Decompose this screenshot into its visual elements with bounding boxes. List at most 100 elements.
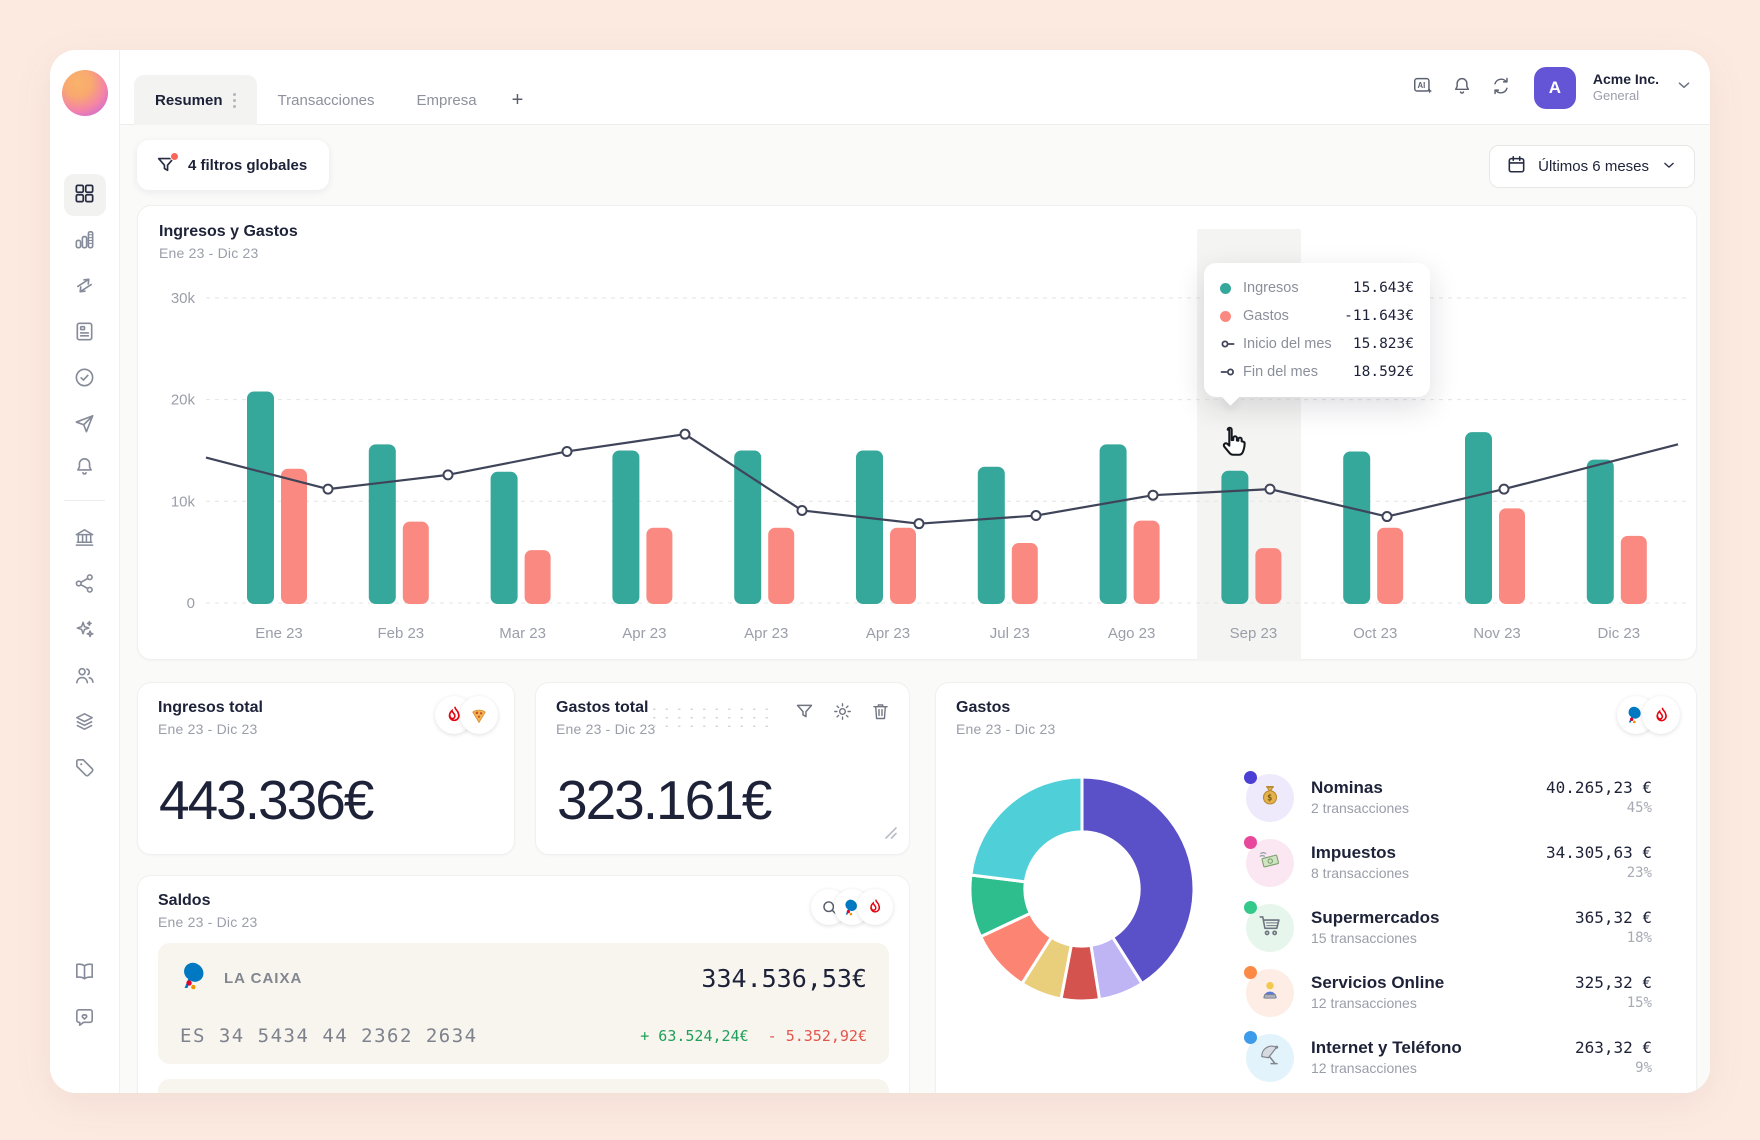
category-count: 15 transacciones [1311, 930, 1417, 947]
santander-logo-badge [857, 889, 893, 925]
ingresos-total-value: 443.336€ [159, 769, 374, 831]
sidebar-item-dashboard[interactable] [63, 174, 106, 216]
tab-empresa[interactable]: Empresa [396, 75, 498, 125]
category-icon-circle: $ [1244, 770, 1294, 822]
inflow-amount: + 63.524,24€ [640, 1027, 749, 1045]
gastos-donut-chart[interactable] [964, 771, 1200, 1007]
tab-resumen[interactable]: Resumen [134, 75, 257, 125]
workspace-avatar[interactable]: A [1533, 66, 1576, 109]
category-name: Servicios Online [1311, 973, 1445, 993]
svg-text:Ago 23: Ago 23 [1108, 625, 1156, 642]
refresh-icon [1490, 75, 1512, 100]
category-count: 8 transacciones [1311, 865, 1410, 882]
bank-badges [1617, 696, 1680, 734]
global-filters-button[interactable]: 4 filtros globales [137, 140, 330, 190]
gastos-breakdown-card: Gastos Ene 23 - Dic 23 $ No [935, 682, 1697, 1093]
svg-text:Oct 23: Oct 23 [1353, 625, 1397, 642]
share-network-icon [73, 572, 96, 598]
sidebar [50, 50, 120, 1093]
legend-row-servicios[interactable]: Servicios Online 12 transacciones 325,32… [1244, 965, 1652, 1017]
gastos-legend: $ Nominas 2 transacciones 40.265,23 € 45… [1244, 770, 1652, 1093]
ingresos-dot-icon [1220, 282, 1238, 294]
chart-subtitle: Ene 23 - Dic 23 [159, 245, 259, 261]
sidebar-item-analytics[interactable] [64, 220, 106, 262]
category-name: Nominas [1311, 778, 1383, 798]
legend-row-impuestos[interactable]: Impuestos 8 transacciones 34.305,63 € 23… [1244, 835, 1652, 887]
ingresos-gastos-chart[interactable]: 0 10k 20k 30k Ene 23 Feb 23 Mar 23 Apr 23 Apr 23… [138, 206, 1698, 661]
svg-text:30k: 30k [171, 290, 196, 307]
date-range-button[interactable]: Últimos 6 meses [1489, 145, 1695, 188]
bell-icon [73, 455, 96, 481]
category-amount: 34.305,63 € [1546, 842, 1652, 862]
top-header: Resumen Transacciones Empresa + AI [120, 50, 1710, 125]
inicio-mes-icon [1220, 336, 1238, 352]
card-title: Ingresos total [158, 699, 263, 716]
bank-icon [73, 526, 96, 552]
calendar-icon [1506, 154, 1527, 179]
check-circle-icon [73, 366, 96, 392]
trash-icon[interactable] [870, 701, 891, 727]
card-subtitle: Ene 23 - Dic 23 [556, 721, 656, 737]
sidebar-item-invoices[interactable] [64, 312, 106, 354]
legend-row-nominas[interactable]: $ Nominas 2 transacciones 40.265,23 € 45… [1244, 770, 1652, 822]
sidebar-item-send[interactable] [64, 404, 106, 446]
gear-icon[interactable] [832, 701, 853, 727]
chart-title: Ingresos y Gastos [159, 223, 298, 240]
workspace-name: Acme Inc. [1592, 70, 1659, 87]
workspace-info[interactable]: Acme Inc. General [1593, 71, 1659, 105]
sidebar-item-layers[interactable] [64, 702, 106, 744]
sparkles-icon [73, 618, 96, 644]
sidebar-item-tags[interactable] [64, 748, 106, 790]
category-percent: 18% [1626, 929, 1652, 946]
category-percent: 23% [1626, 864, 1652, 881]
card-title: Gastos total [556, 699, 649, 716]
book-icon [73, 960, 96, 986]
sidebar-item-docs[interactable] [64, 952, 106, 994]
paper-plane-icon [73, 412, 96, 438]
category-icon-circle [1244, 1030, 1294, 1082]
card-subtitle: Ene 23 - Dic 23 [956, 721, 1056, 737]
category-count: 12 transacciones [1311, 995, 1417, 1012]
category-icon-circle [1244, 965, 1294, 1017]
tab-options-icon[interactable] [232, 92, 236, 108]
sidebar-item-notifications[interactable] [64, 447, 106, 489]
svg-text:Apr 23: Apr 23 [866, 625, 910, 642]
flying-money-icon [1257, 847, 1283, 878]
resize-handle-icon[interactable] [884, 826, 897, 844]
sidebar-item-users[interactable] [64, 656, 106, 698]
sidebar-item-ai[interactable] [64, 610, 106, 652]
add-tab-button[interactable]: + [511, 88, 524, 111]
legend-row-supermercados[interactable]: Supermercados 15 transacciones 365,32 € … [1244, 900, 1652, 952]
invoice-icon [73, 320, 96, 346]
chevron-down-icon[interactable] [1674, 75, 1694, 100]
santander-logo-badge [1642, 696, 1680, 734]
account-row[interactable]: LA CAIXA 334.536,53€ ES 34 5434 44 2362 … [158, 943, 889, 1064]
category-dot [1244, 900, 1257, 914]
sidebar-item-feedback[interactable] [64, 998, 106, 1040]
sidebar-item-approvals[interactable] [64, 358, 106, 400]
ai-icon: AI [1412, 75, 1434, 100]
account-row-clipped[interactable] [158, 1079, 889, 1093]
legend-row-internet[interactable]: Internet y Teléfono 12 transacciones 263… [1244, 1030, 1652, 1082]
outflow-amount: - 5.352,92€ [767, 1027, 867, 1045]
category-percent: 15% [1626, 994, 1652, 1011]
main-area: Resumen Transacciones Empresa + AI [120, 50, 1710, 1093]
account-flows: + 63.524,24€ - 5.352,92€ [640, 1027, 867, 1045]
sync-button[interactable] [1489, 76, 1513, 100]
chart-tooltip: Ingresos 15.643€ Gastos -11.643€ Inicio … [1204, 263, 1430, 397]
hand-cursor-icon [1213, 424, 1251, 467]
layers-icon [73, 710, 96, 736]
sidebar-item-transfers[interactable] [64, 266, 106, 308]
notifications-button[interactable] [1450, 76, 1474, 100]
filter-alert-dot [170, 152, 179, 161]
ai-assistant-button[interactable]: AI [1411, 76, 1435, 100]
sidebar-item-banks[interactable] [64, 518, 106, 560]
workspace-scope: General [1592, 88, 1640, 104]
sidebar-item-share[interactable] [64, 564, 106, 606]
svg-text:Feb 23: Feb 23 [377, 625, 424, 642]
filter-icon[interactable] [794, 701, 815, 727]
satellite-dish-icon [1257, 1042, 1283, 1073]
category-amount: 40.265,23 € [1546, 777, 1652, 797]
tab-transacciones[interactable]: Transacciones [257, 75, 396, 125]
drag-handle-dots[interactable] [648, 705, 770, 730]
